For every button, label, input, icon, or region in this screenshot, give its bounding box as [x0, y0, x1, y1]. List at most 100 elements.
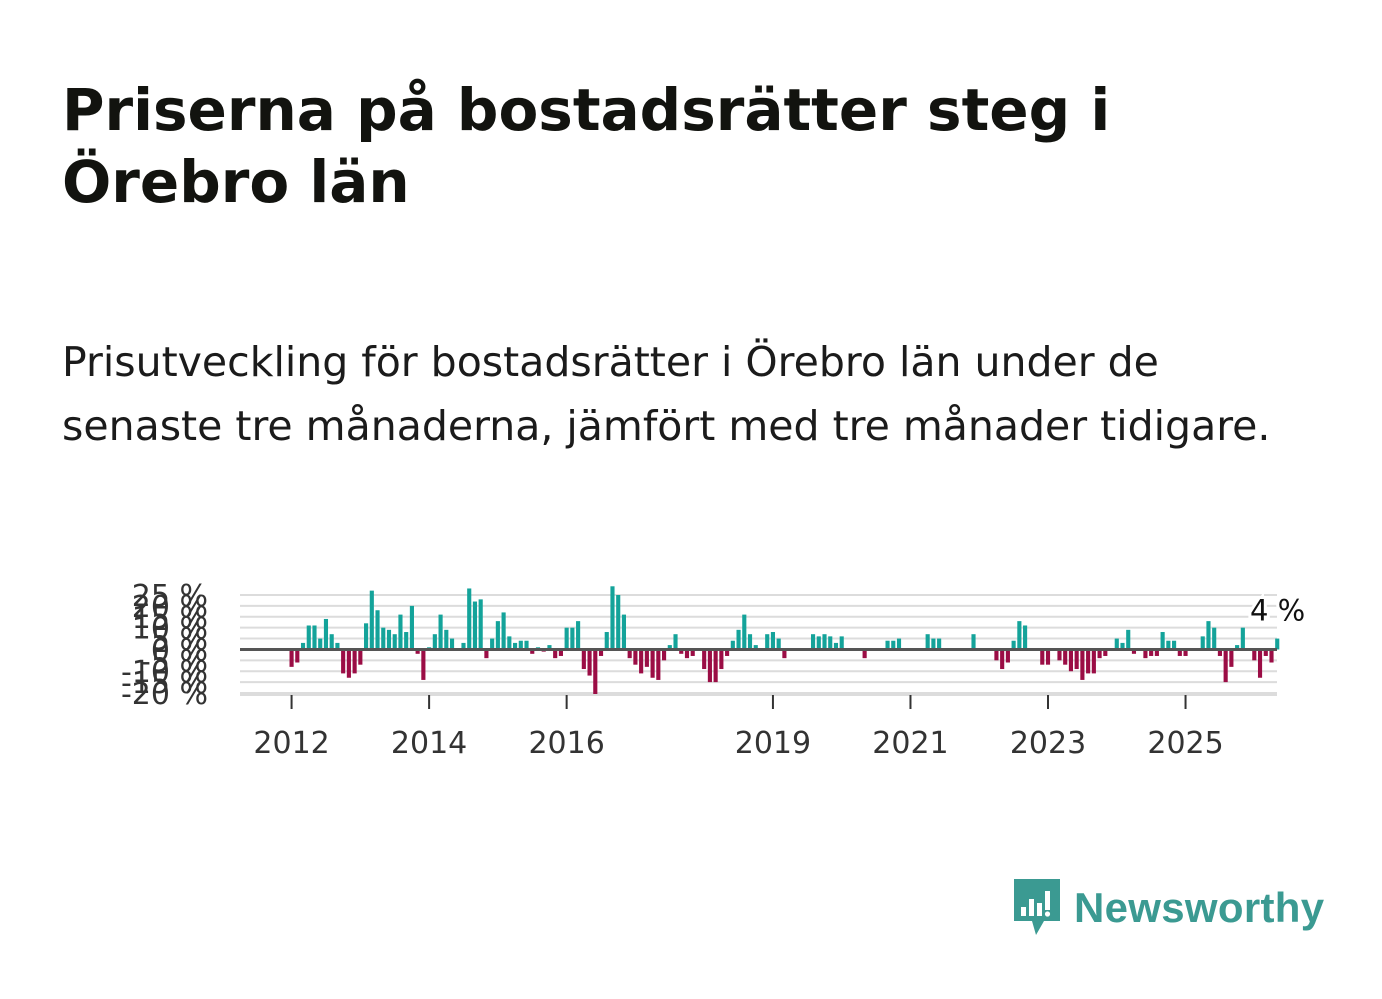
bar — [650, 649, 655, 678]
bar — [1103, 649, 1108, 656]
bar — [702, 649, 707, 670]
bar — [673, 634, 678, 650]
bar — [627, 649, 632, 659]
bar — [421, 649, 426, 680]
bar — [570, 627, 575, 650]
bar — [1269, 649, 1274, 663]
bar — [839, 636, 844, 650]
bar — [386, 629, 392, 650]
bar — [713, 649, 718, 683]
y-tick-label: -20 % — [121, 677, 208, 712]
bar — [667, 645, 672, 650]
x-tick-label: 2014 — [391, 726, 467, 761]
bar — [862, 649, 867, 659]
x-tick-label: 2012 — [253, 726, 329, 761]
bar — [828, 636, 833, 650]
bar — [501, 612, 506, 650]
brand-logo: Newsworthy — [1010, 876, 1324, 940]
bar — [1229, 649, 1234, 667]
bar — [312, 625, 317, 650]
x-tick-label: 2023 — [1010, 726, 1086, 761]
bar — [364, 623, 369, 650]
bar — [1000, 649, 1005, 670]
bar — [644, 649, 649, 667]
bar — [432, 634, 437, 650]
bar — [346, 649, 351, 678]
bar — [369, 590, 374, 650]
bar — [885, 640, 890, 650]
bar — [318, 638, 323, 650]
bar — [891, 640, 896, 650]
bar — [1223, 649, 1228, 683]
bar — [662, 649, 667, 661]
bar — [1160, 632, 1165, 650]
bar — [937, 638, 942, 650]
bar — [707, 649, 712, 683]
bar — [822, 634, 827, 650]
bar — [1166, 640, 1171, 650]
bar — [507, 636, 512, 650]
page-title: Priserna på bostadsrätter steg i Örebro … — [62, 76, 1111, 216]
bar — [604, 632, 609, 650]
bar — [1091, 649, 1096, 674]
bar — [684, 649, 690, 659]
bar — [375, 610, 380, 650]
newsworthy-logo-icon — [1014, 879, 1060, 935]
bar — [1045, 649, 1051, 665]
bar — [306, 625, 311, 650]
bar — [931, 638, 936, 650]
bar — [1005, 649, 1010, 663]
bar — [398, 614, 403, 650]
y-tick-label: 15 % — [132, 601, 208, 636]
bar — [656, 649, 661, 680]
bar — [358, 649, 363, 665]
bar — [690, 649, 695, 656]
price-change-chart: -20 %-15 %-10 %-5 %0 %5 %10 %15 %20 %25 … — [121, 579, 1308, 761]
bar — [581, 649, 586, 670]
bar — [736, 629, 741, 650]
bar-series — [289, 586, 1280, 696]
bar — [461, 642, 466, 650]
bar — [524, 640, 529, 650]
bar — [415, 649, 420, 654]
bar — [1057, 649, 1062, 661]
bar — [621, 614, 627, 650]
y-tick-label: 20 % — [132, 590, 208, 625]
bar — [810, 634, 816, 650]
bar — [747, 634, 753, 650]
bar — [730, 640, 735, 650]
bar — [896, 638, 902, 650]
bar — [289, 649, 294, 667]
bar — [1257, 649, 1263, 678]
bar — [1063, 649, 1068, 665]
bar — [1154, 649, 1159, 656]
bar — [547, 645, 552, 650]
bar — [593, 649, 598, 696]
bar — [513, 642, 518, 650]
bar — [816, 636, 821, 650]
bar — [490, 638, 495, 650]
bar — [1177, 649, 1182, 656]
bar — [770, 632, 776, 650]
bar — [782, 649, 787, 659]
bar — [994, 649, 999, 661]
bar — [1143, 649, 1148, 659]
bar — [449, 638, 455, 650]
x-tick-label: 2021 — [872, 726, 948, 761]
bar — [518, 640, 523, 650]
bar — [558, 649, 563, 656]
bar — [1114, 638, 1119, 650]
brand-name: Newsworthy — [1074, 884, 1325, 931]
page-subtitle: Prisutveckling för bostadsrätter i Örebr… — [62, 338, 1271, 450]
bar — [1011, 640, 1016, 650]
y-axis-ticks: -20 %-15 %-10 %-5 %0 %5 %10 %15 %20 %25 … — [121, 579, 208, 712]
bar — [753, 645, 758, 650]
y-tick-label: -10 % — [121, 655, 208, 690]
bar — [300, 642, 306, 650]
bar — [381, 627, 386, 650]
bar — [392, 634, 397, 650]
bar — [1120, 642, 1125, 650]
bar — [1200, 636, 1205, 650]
bar — [971, 634, 976, 650]
bar — [1235, 645, 1240, 650]
